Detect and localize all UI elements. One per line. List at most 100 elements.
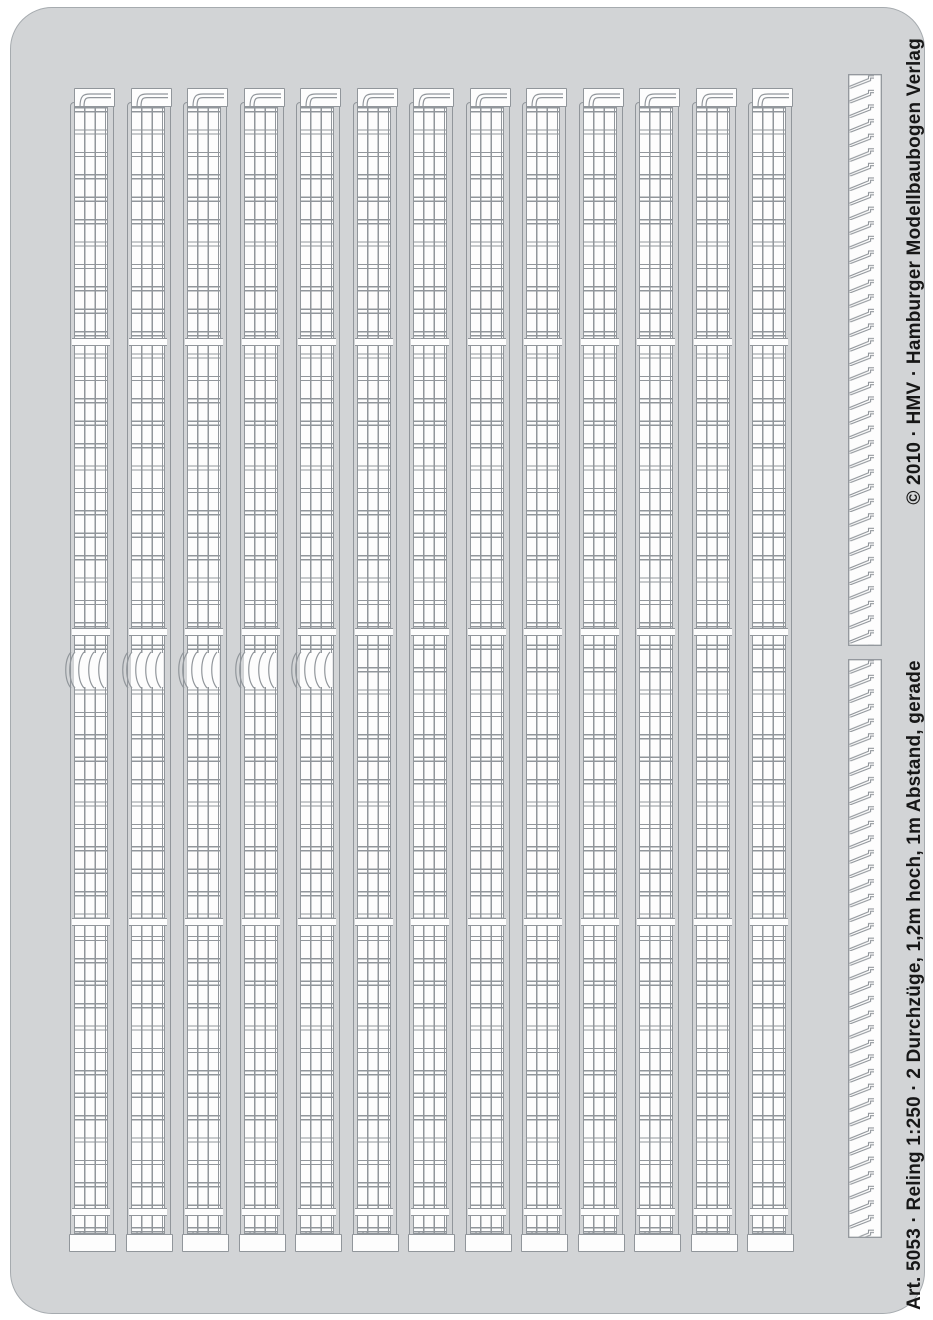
segment-joint [693,1208,732,1216]
segment-joint [580,918,619,926]
segment-joint [693,338,732,346]
curved-joint-section [178,651,221,689]
segment-joint [580,1208,619,1216]
attachment-tab-bottom [182,1234,229,1252]
segment-joint [128,918,167,926]
segment-joint [298,338,336,346]
rail-end-hook-top [135,93,168,108]
railing-ladder [695,106,730,1234]
rail-end-hook-top [700,93,733,108]
segment-joint [354,918,393,926]
railing-strip [464,83,512,1253]
railing-strip [577,83,625,1253]
segment-joint [524,1208,562,1216]
segment-joint [524,628,562,636]
segment-joint [185,338,223,346]
segment-joint [128,1208,167,1216]
etched-metal-sheet: Art. 5053 · Reling 1:250 · 2 Durchzüge, … [10,7,925,1314]
attachment-tab-bottom [295,1234,342,1252]
segment-joint [72,918,110,926]
segment-joint [298,1208,336,1216]
segment-joint [72,628,110,636]
attachment-tab-bottom [69,1234,116,1252]
railing-strip [121,83,173,1253]
segment-joint [580,338,619,346]
attachment-tab-bottom [577,1234,625,1252]
segment-joint [72,1208,110,1216]
rail-end-hook-top [474,93,507,108]
railing-ladder [582,106,617,1234]
publisher-caption: © 2010 · HMV · Hamburger Modellbaubogen … [904,38,925,505]
segment-joint [354,1208,393,1216]
segment-joint [467,918,506,926]
railing-ladder [526,106,560,1234]
railing-strip [690,83,738,1253]
article-caption: Art. 5053 · Reling 1:250 · 2 Durchzüge, … [904,660,925,1310]
segment-joint [128,628,167,636]
attachment-tab-bottom [408,1234,455,1252]
railing-strip [234,83,286,1253]
segment-joint [241,628,280,636]
segment-joint [128,338,167,346]
railing-strip [408,83,455,1253]
rail-end-hook-top [757,93,789,108]
rail-end-hook-top [644,93,676,108]
segment-joint [467,1208,506,1216]
attachment-tab-bottom [521,1234,568,1252]
segment-joint [750,1208,788,1216]
rail-end-hook-top [305,93,337,108]
segment-joint [693,918,732,926]
segment-joint [750,338,788,346]
stanchion-comb-strip-upper [848,74,882,646]
segment-joint [354,338,393,346]
edge-caption: Art. 5053 · Reling 1:250 · 2 Durchzüge, … [897,38,933,1310]
railing-ladder [469,106,504,1234]
segment-joint [241,338,280,346]
segment-joint [467,338,506,346]
rail-end-hook-top [418,93,450,108]
segment-joint [72,338,110,346]
curved-joint-section [291,651,334,689]
segment-joint [411,918,449,926]
segment-joint [185,1208,223,1216]
segment-joint [354,628,393,636]
railing-strip [634,83,681,1253]
segment-joint [298,628,336,636]
segment-joint [637,338,675,346]
segment-joint [637,918,675,926]
attachment-tab-bottom [125,1234,173,1252]
attachment-tab-bottom [238,1234,286,1252]
segment-joint [411,628,449,636]
railing-ladder [639,106,673,1234]
railing-strip [178,83,229,1253]
curved-joint-section [234,651,278,689]
railing-strip [521,83,568,1253]
attachment-tab-bottom [351,1234,399,1252]
rail-end-hook-top [531,93,563,108]
segment-joint [241,918,280,926]
segment-joint [411,338,449,346]
railing-strip [291,83,342,1253]
railing-strip [65,83,116,1253]
curved-joint-section [121,651,165,689]
railing-ladder [752,106,786,1234]
segment-joint [580,628,619,636]
rail-end-hook-top [587,93,620,108]
segment-joint [298,918,336,926]
rail-end-hook-top [192,93,224,108]
rail-end-hook-top [79,93,111,108]
attachment-tab-bottom [747,1234,794,1252]
segment-joint [750,628,788,636]
segment-joint [185,628,223,636]
segment-joint [241,1208,280,1216]
attachment-tab-bottom [464,1234,512,1252]
railing-strip [351,83,399,1253]
rail-end-hook-top [361,93,394,108]
segment-joint [524,338,562,346]
segment-joint [693,628,732,636]
segment-joint [637,1208,675,1216]
attachment-tab-bottom [634,1234,681,1252]
segment-joint [185,918,223,926]
railing-strip [747,83,794,1253]
